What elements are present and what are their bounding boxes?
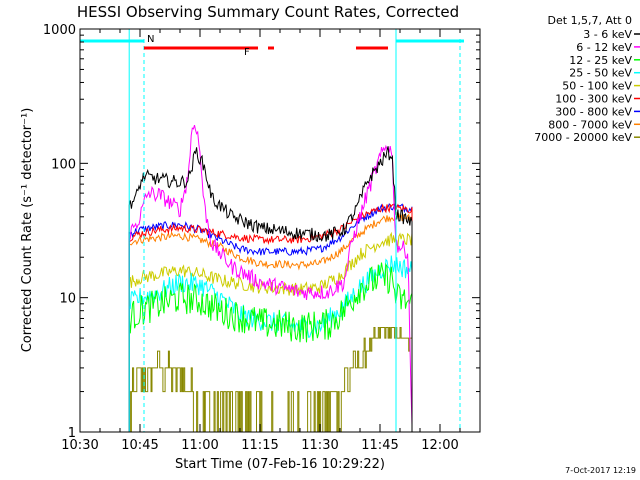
legend-entry-5: 50 - 100 keV <box>562 80 632 93</box>
flag-F-label: F <box>244 47 250 58</box>
y-tick-label-4: 1000 <box>43 23 76 38</box>
x-tick-label-2: 10:45 <box>121 438 158 453</box>
y-tick-label-2: 10 <box>59 292 76 307</box>
legend-entry-3: 12 - 25 keV <box>569 54 632 67</box>
x-tick-label-7: 12:00 <box>421 438 458 453</box>
series-line-5 <box>128 231 413 432</box>
legend-entry-4: 25 - 50 keV <box>569 67 632 80</box>
legend-entry-2: 6 - 12 keV <box>576 41 632 54</box>
legend-entry-9: 7000 - 20000 keV <box>534 131 632 144</box>
legend-entry-6: 100 - 300 keV <box>555 93 632 106</box>
y-axis-label: Corrected Count Rate (s⁻¹ detector⁻¹) <box>20 108 35 353</box>
series-line-3 <box>128 262 413 432</box>
x-tick-label-1: 10:30 <box>61 438 98 453</box>
y-tick-label-3: 100 <box>51 157 76 172</box>
series-line-7 <box>128 203 413 432</box>
series-line-2 <box>128 124 413 432</box>
y-tick-label-1: 1 <box>68 426 76 441</box>
x-tick-label-5: 11:30 <box>301 438 338 453</box>
flag-N-label: N <box>147 34 154 45</box>
series-line-1 <box>128 146 413 432</box>
x-tick-label-6: 11:45 <box>361 438 398 453</box>
legend-entry-7: 300 - 800 keV <box>555 105 632 118</box>
series-line-6 <box>128 203 413 432</box>
series-line-8 <box>128 211 413 432</box>
legend-title: Det 1,5,7, Att 0 <box>548 14 632 27</box>
chart-title: HESSI Observing Summary Count Rates, Cor… <box>77 3 459 21</box>
legend-entry-1: 3 - 6 keV <box>583 28 632 41</box>
x-tick-label-3: 11:00 <box>181 438 218 453</box>
x-tick-label-4: 11:15 <box>241 438 278 453</box>
x-axis-label: Start Time (07-Feb-16 10:29:22) <box>175 457 385 472</box>
legend-entry-8: 800 - 7000 keV <box>548 118 632 131</box>
timestamp: 7-Oct-2017 12:19 <box>565 466 636 475</box>
